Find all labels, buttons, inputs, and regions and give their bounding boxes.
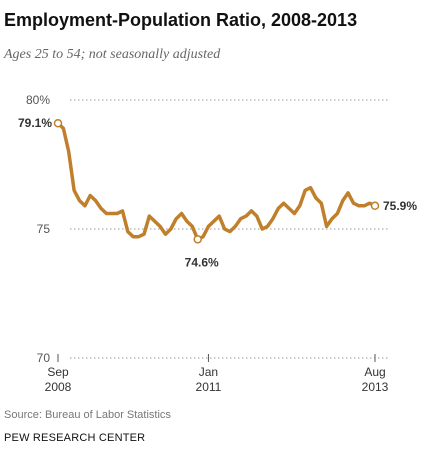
chart-subtitle: Ages 25 to 54; not seasonally adjusted xyxy=(4,47,221,62)
point-marker xyxy=(193,235,202,244)
y-tick-label: 80% xyxy=(26,93,50,107)
source-note: Source: Bureau of Labor Statistics xyxy=(4,409,171,421)
endpoint-markers xyxy=(53,118,380,244)
x-tick-month: Sep xyxy=(47,365,69,379)
data-label: 75.9% xyxy=(383,199,417,213)
x-tick-year: 2008 xyxy=(45,380,72,394)
series-line xyxy=(56,121,377,242)
x-tick-year: 2011 xyxy=(196,380,222,394)
chart-title: Employment-Population Ratio, 2008-2013 xyxy=(4,10,358,30)
x-tick-month: Aug xyxy=(364,365,385,379)
y-axis-ticks: 80% 75 70 xyxy=(26,93,50,365)
data-label: 79.1% xyxy=(18,116,52,130)
y-tick-label: 70 xyxy=(37,351,51,365)
series-line-group xyxy=(56,121,377,242)
data-labels: 79.1% 74.6% 75.9% xyxy=(18,116,417,269)
x-tick-month: Jan xyxy=(199,365,218,379)
gridlines xyxy=(70,99,390,359)
point-marker xyxy=(370,201,380,211)
y-tick-label: 75 xyxy=(37,222,51,236)
point-marker xyxy=(53,118,63,128)
credit-line: PEW RESEARCH CENTER xyxy=(4,432,146,444)
x-tick-year: 2013 xyxy=(362,380,389,394)
data-label: 74.6% xyxy=(185,255,219,269)
